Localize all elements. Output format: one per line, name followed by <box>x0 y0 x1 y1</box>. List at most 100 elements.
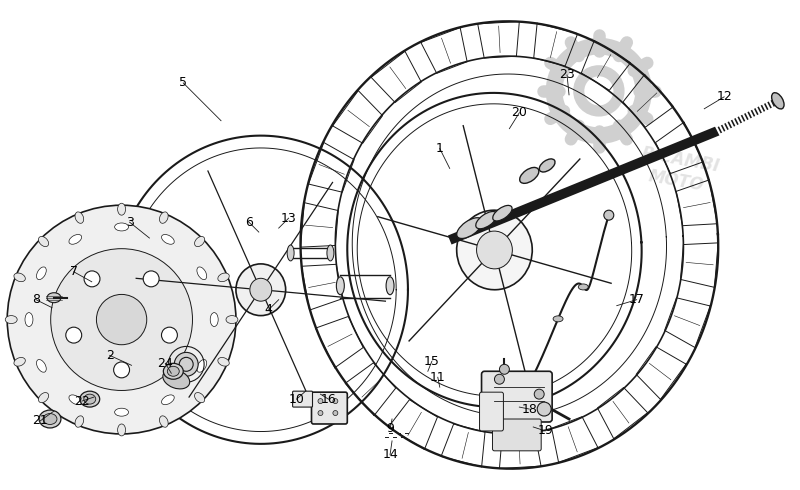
FancyBboxPatch shape <box>493 419 541 451</box>
Ellipse shape <box>250 278 272 301</box>
Circle shape <box>179 357 193 371</box>
Ellipse shape <box>194 237 205 246</box>
Ellipse shape <box>47 293 61 303</box>
Ellipse shape <box>80 391 100 407</box>
Ellipse shape <box>226 316 238 323</box>
Circle shape <box>499 365 510 374</box>
Ellipse shape <box>39 410 61 428</box>
Text: 13: 13 <box>281 212 297 224</box>
Ellipse shape <box>114 223 129 231</box>
Text: 20: 20 <box>511 106 527 119</box>
FancyBboxPatch shape <box>311 392 347 424</box>
Ellipse shape <box>118 424 126 436</box>
Text: 23: 23 <box>559 69 575 81</box>
Circle shape <box>97 294 146 345</box>
Circle shape <box>534 389 544 399</box>
Ellipse shape <box>457 218 482 239</box>
Circle shape <box>162 327 178 343</box>
Ellipse shape <box>772 93 784 109</box>
Ellipse shape <box>539 159 555 172</box>
Ellipse shape <box>218 273 230 282</box>
Ellipse shape <box>194 392 205 403</box>
Circle shape <box>114 362 130 378</box>
Circle shape <box>7 205 236 434</box>
Circle shape <box>333 411 338 416</box>
Circle shape <box>318 411 323 416</box>
Text: 3: 3 <box>126 216 134 229</box>
Text: 9: 9 <box>386 422 394 436</box>
Text: 8: 8 <box>32 293 40 306</box>
Ellipse shape <box>69 395 82 405</box>
Text: 22: 22 <box>74 394 90 408</box>
Text: 17: 17 <box>629 293 645 306</box>
Ellipse shape <box>43 414 57 424</box>
Text: 10: 10 <box>289 392 305 406</box>
Ellipse shape <box>197 267 206 280</box>
Ellipse shape <box>520 168 539 183</box>
Ellipse shape <box>197 360 206 372</box>
Ellipse shape <box>336 277 344 294</box>
Ellipse shape <box>162 395 174 405</box>
Ellipse shape <box>327 245 334 261</box>
Ellipse shape <box>118 203 126 215</box>
Circle shape <box>318 399 323 404</box>
Text: 16: 16 <box>321 392 336 406</box>
Ellipse shape <box>37 360 46 372</box>
FancyBboxPatch shape <box>293 391 313 407</box>
Ellipse shape <box>159 212 168 223</box>
Circle shape <box>84 271 100 287</box>
Ellipse shape <box>457 210 532 290</box>
Ellipse shape <box>167 367 179 376</box>
Circle shape <box>494 374 505 384</box>
Circle shape <box>66 327 82 343</box>
Ellipse shape <box>6 316 17 323</box>
Text: 12: 12 <box>716 90 732 103</box>
Circle shape <box>333 399 338 404</box>
Text: 2: 2 <box>106 349 114 362</box>
FancyBboxPatch shape <box>479 392 503 431</box>
Text: 24: 24 <box>158 357 174 370</box>
Text: 19: 19 <box>538 424 553 438</box>
Text: 6: 6 <box>245 216 253 229</box>
Ellipse shape <box>38 392 49 403</box>
Text: 1: 1 <box>436 142 444 155</box>
Ellipse shape <box>75 212 84 223</box>
Ellipse shape <box>210 313 218 326</box>
Text: 14: 14 <box>382 448 398 461</box>
Ellipse shape <box>493 205 512 221</box>
Text: 15: 15 <box>424 355 440 368</box>
Ellipse shape <box>553 316 563 322</box>
Text: 4: 4 <box>265 303 273 316</box>
Ellipse shape <box>578 284 588 290</box>
Ellipse shape <box>236 264 286 316</box>
Circle shape <box>604 210 614 220</box>
FancyBboxPatch shape <box>482 371 552 422</box>
Ellipse shape <box>38 237 49 246</box>
Text: RICAMBI
MOTO: RICAMBI MOTO <box>636 145 721 196</box>
Ellipse shape <box>477 231 512 269</box>
Ellipse shape <box>14 358 26 366</box>
Text: 5: 5 <box>179 76 187 89</box>
Ellipse shape <box>386 277 394 294</box>
Ellipse shape <box>69 235 82 244</box>
Circle shape <box>143 271 159 287</box>
Ellipse shape <box>84 394 96 404</box>
Circle shape <box>174 352 198 376</box>
Text: 11: 11 <box>430 371 446 384</box>
Circle shape <box>538 402 551 416</box>
Ellipse shape <box>14 273 26 282</box>
Ellipse shape <box>218 358 230 366</box>
Ellipse shape <box>162 235 174 244</box>
Ellipse shape <box>25 313 33 326</box>
Text: 7: 7 <box>70 266 78 278</box>
Ellipse shape <box>163 369 190 389</box>
Text: 21: 21 <box>32 415 48 427</box>
Ellipse shape <box>159 416 168 427</box>
Ellipse shape <box>476 212 498 229</box>
Ellipse shape <box>75 416 84 427</box>
Ellipse shape <box>287 245 294 261</box>
Text: 18: 18 <box>522 403 538 416</box>
Ellipse shape <box>114 408 129 416</box>
Ellipse shape <box>37 267 46 280</box>
Ellipse shape <box>163 363 183 379</box>
